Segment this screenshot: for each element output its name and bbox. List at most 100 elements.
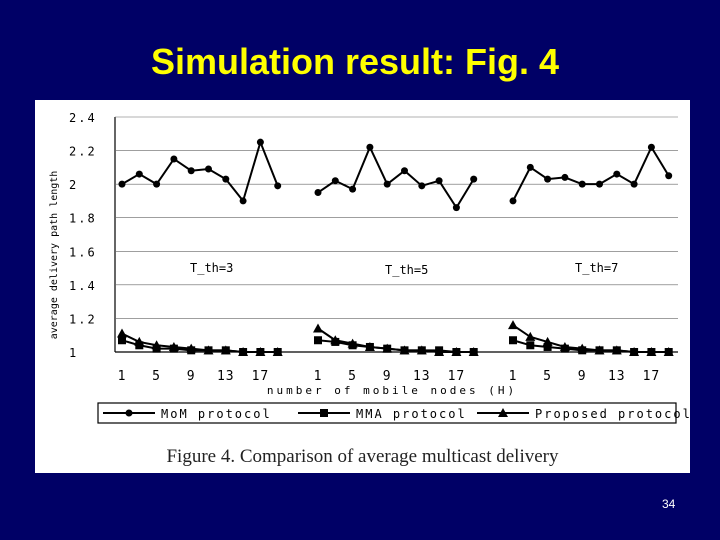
data-point-g1-s2-p6 [416,345,427,355]
data-point-g2-s2-p7 [629,347,640,356]
data-point-g2-s2-p5 [594,345,605,355]
data-point-g0-s2-p7 [238,347,249,356]
figure-caption: Figure 4. Comparison of average multicas… [166,446,559,467]
data-point-g1-s0-p6 [418,182,426,190]
data-point-g2-s0-p4 [578,180,586,188]
x-tick-label: 9 [383,369,392,384]
data-point-g2-s0-p0 [509,197,517,205]
data-point-g2-s2-p4 [577,343,588,353]
data-point-g2-s0-p2 [544,175,552,183]
x-tick-label: 1 [118,369,127,384]
data-point-g0-s2-p2 [151,340,162,350]
data-point-g1-s2-p2 [347,338,358,348]
data-point-g0-s2-p1 [134,336,145,346]
data-point-g1-s0-p2 [349,185,357,193]
series-line-g2-s0 [512,145,670,202]
data-point-g2-s2-p9 [663,347,674,356]
x-tick-label: 13 [217,369,235,384]
data-point-g2-s0-p5 [596,180,603,188]
data-point-g0-s2-p9 [272,347,283,356]
x-tick-label: 17 [252,369,270,384]
data-point-g2-s0-p8 [647,143,655,151]
data-point-g2-s0-p9 [665,172,673,180]
data-point-g1-s0-p4 [383,180,391,188]
y-tick-label: 1.4 [69,279,97,293]
data-point-g2-s0-p3 [561,173,569,181]
x-tick-label: 13 [608,369,626,384]
data-point-g1-s0-p9 [470,175,478,183]
data-point-g1-s0-p0 [314,189,322,197]
data-point-g0-s0-p1 [135,170,143,178]
data-point-g2-s1-p0 [509,336,517,345]
x-tick-label: 1 [509,369,518,384]
data-point-g2-s2-p2 [542,336,553,346]
x-tick-label: 13 [413,369,431,384]
x-tick-label: 17 [448,369,466,384]
series-line-g0-s0 [121,139,279,204]
data-point-g0-s0-p9 [274,182,282,190]
data-point-g1-s0-p1 [331,177,339,185]
data-point-g2-s1-p2 [543,342,552,351]
y-tick-label: 2.2 [69,145,97,159]
data-point-g1-s2-p0 [313,323,323,333]
data-point-g1-s2-p1 [330,335,341,345]
series-line-g0-s2 [121,332,278,353]
data-point-g2-s0-p1 [526,163,534,171]
data-point-g1-s2-p5 [399,345,410,355]
data-point-g1-s2-p4 [382,343,393,353]
group-label: T_th=3 [190,261,233,275]
data-point-g0-s2-p3 [168,341,179,351]
average-delivery-path-chart: 2.4 2.2 2 1.8 1.6 1.4 1.2 1 average delivery pa… [49,111,690,424]
x-tick-label: 5 [543,369,552,384]
data-point-g0-s2-p4 [186,343,197,353]
legend-marker-1 [320,409,328,417]
legend-label-1: MMA protocol [356,407,467,421]
data-point-g1-s2-p3 [364,341,375,351]
data-point-g0-s1-p0 [118,336,126,345]
data-point-g1-s0-p7 [435,177,443,185]
figure: 2.4 2.2 2 1.8 1.6 1.4 1.2 1 average delivery pa… [35,100,690,473]
data-point-g2-s2-p6 [611,345,622,355]
data-point-g2-s0-p7 [630,180,638,188]
x-tick-label: 5 [152,369,161,384]
x-axis-label: number of mobile nodes (H) [267,384,517,397]
group-label: T_th=7 [575,261,618,275]
data-point-g0-s0-p7 [239,197,247,205]
data-point-g1-s0-p8 [452,204,460,212]
legend-label-2: Proposed protocol [535,407,690,421]
data-point-g1-s2-p9 [468,347,479,356]
data-point-g2-s0-p6 [613,170,621,178]
data-point-g0-s0-p5 [205,165,212,173]
y-axis-label: average delivery path length [49,171,60,340]
data-point-g2-s2-p0 [508,320,518,330]
data-point-g0-s0-p8 [256,138,264,146]
data-point-g1-s0-p5 [401,167,408,175]
legend-marker-0 [125,409,133,417]
data-point-g2-s1-p1 [526,341,535,350]
page-number: 34 [662,497,676,511]
legend-box [97,402,677,424]
data-point-g2-s2-p1 [525,331,536,341]
data-point-g0-s0-p0 [118,180,126,188]
x-tick-label: 1 [314,369,323,384]
data-point-g1-s2-p8 [451,347,462,356]
data-point-g0-s0-p3 [170,155,178,163]
data-point-g1-s2-p7 [434,347,445,356]
data-point-g1-s1-p0 [314,336,322,345]
y-tick-label: 2.4 [69,111,97,125]
series-line-g2-s2 [512,324,669,353]
data-point-g2-s2-p3 [559,341,570,351]
series-line-g1-s2 [317,327,474,353]
data-point-g0-s0-p2 [153,180,161,188]
y-tick-label: 2 [69,178,78,192]
y-tick-label: 1 [69,346,78,360]
x-tick-label: 9 [578,369,587,384]
data-point-g0-s2-p5 [203,345,214,355]
data-point-g1-s0-p3 [366,143,374,151]
slide-title: Simulation result: Fig. 4 [150,41,560,82]
data-point-g0-s2-p8 [255,347,266,356]
legend-label-0: MoM protocol [161,407,272,421]
y-tick-label: 1.2 [69,312,97,326]
legend-marker-2 [498,408,508,417]
x-tick-label: 17 [643,369,661,384]
